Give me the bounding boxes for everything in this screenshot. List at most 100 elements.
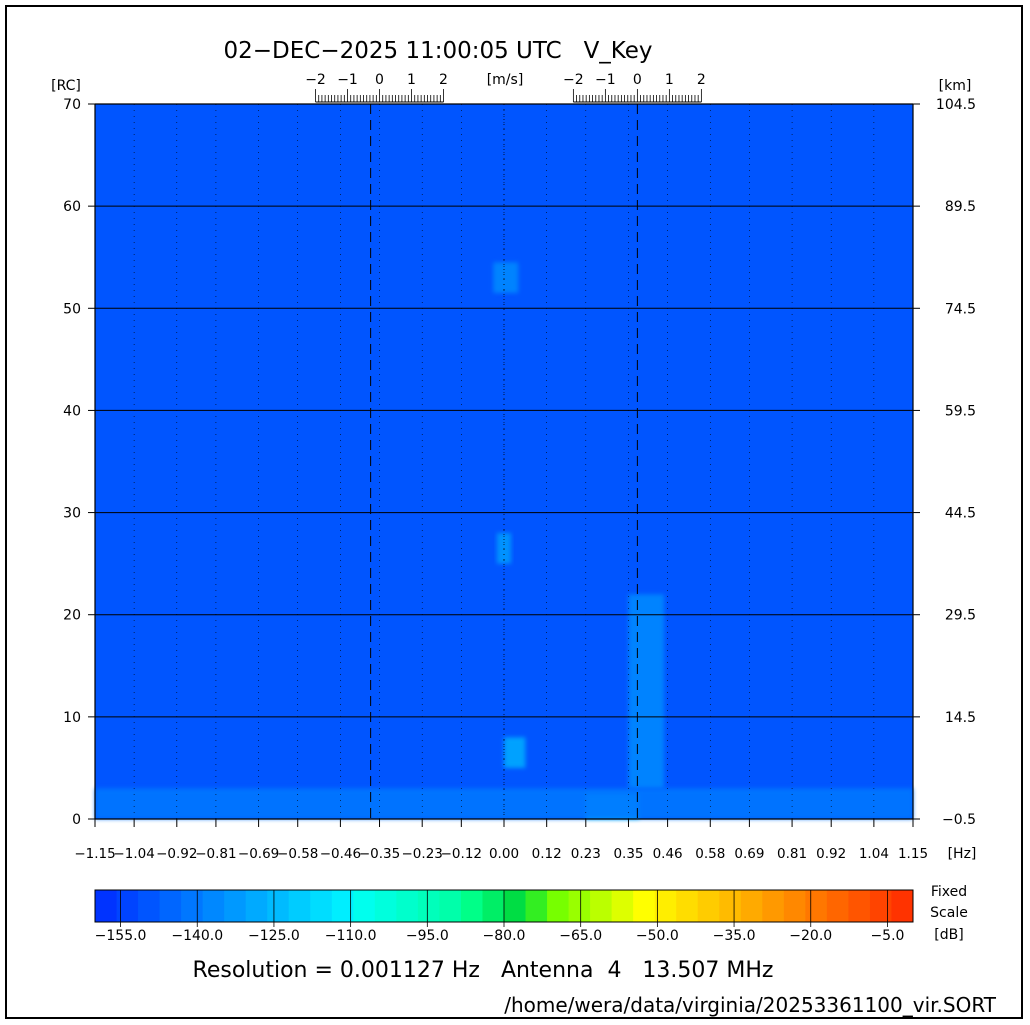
colorbar-cell	[654, 890, 677, 922]
signal-patch	[628, 594, 665, 789]
colorbar-cell	[353, 890, 376, 922]
colorbar-tick-label: −80.0	[483, 928, 526, 944]
y-tick-label-right: 59.5	[945, 403, 976, 419]
y-tick-label-right: 14.5	[945, 710, 976, 726]
y-tick-label-right: 74.5	[945, 301, 976, 317]
y-tick-label-left: 30	[63, 506, 81, 522]
colorbar-cell	[460, 890, 483, 922]
signal-patch	[95, 788, 913, 819]
x-tick-label: −0.35	[359, 846, 400, 862]
colorbar-cell	[826, 890, 849, 922]
x-tick-label: 0.81	[777, 846, 807, 862]
x-tick-label: −0.23	[402, 846, 443, 862]
x-tick-label: 0.00	[489, 846, 519, 862]
y-tick-label-right: 29.5	[945, 608, 976, 624]
colorbar-cell	[116, 890, 139, 922]
figure-frame	[5, 5, 1023, 1019]
colorbar-cell	[568, 890, 591, 922]
y-tick-label-left: 60	[63, 199, 81, 215]
colorbar-cell	[525, 890, 548, 922]
colorbar-cell	[547, 890, 570, 922]
signal-patch	[493, 262, 519, 293]
x-tick-label: 0.12	[532, 846, 562, 862]
y-tick-label-right: 44.5	[945, 506, 976, 522]
colorbar-tick-label: −155.0	[95, 928, 147, 944]
colorbar-tick-label: −35.0	[713, 928, 756, 944]
colorbar-cell	[202, 890, 225, 922]
y-tick-label-left: 40	[63, 403, 81, 419]
x-tick-label: −1.15	[74, 846, 115, 862]
x-tick-label: 0.69	[734, 846, 764, 862]
colorbar-cell	[374, 890, 397, 922]
colorbar-cell	[848, 890, 871, 922]
colorbar-cell	[676, 890, 699, 922]
colorbar-tick-label: −125.0	[248, 928, 300, 944]
colorbar-tick-label: −50.0	[636, 928, 679, 944]
colorbar-cell	[159, 890, 182, 922]
top-scale-label: 0	[633, 72, 642, 88]
x-tick-label: −0.92	[156, 846, 197, 862]
colorbar-tick-label: −65.0	[559, 928, 602, 944]
colorbar-cell	[740, 890, 763, 922]
colorbar-cell	[396, 890, 419, 922]
plot-background	[95, 104, 913, 819]
top-scale-label: −2	[563, 72, 584, 88]
x-tick-label: −0.58	[277, 846, 318, 862]
top-scale-label: −1	[337, 72, 358, 88]
colorbar-cell	[805, 890, 828, 922]
y-tick-label-right: 104.5	[936, 97, 976, 113]
colorbar-cell	[439, 890, 462, 922]
colorbar-cell	[138, 890, 161, 922]
colorbar-cell	[181, 890, 204, 922]
colorbar-cell	[590, 890, 613, 922]
y-unit-left: [RC]	[51, 78, 81, 94]
x-tick-label: 0.46	[653, 846, 683, 862]
colorbar-cell	[482, 890, 505, 922]
colorbar-label: Scale	[930, 905, 968, 921]
y-tick-label-right: −0.5	[942, 812, 976, 828]
colorbar-cell	[611, 890, 634, 922]
signal-patch	[504, 737, 526, 768]
colorbar-cell	[762, 890, 785, 922]
colorbar-unit: [dB]	[934, 927, 963, 943]
colorbar-cell	[869, 890, 892, 922]
x-tick-label: 0.58	[695, 846, 725, 862]
top-scale-label: 2	[697, 72, 706, 88]
top-scale-label: 0	[375, 72, 384, 88]
colorbar-tick-label: −110.0	[325, 928, 377, 944]
colorbar-tick-label: −5.0	[870, 928, 904, 944]
y-tick-label-left: 0	[72, 812, 81, 828]
colorbar-cell	[331, 890, 354, 922]
y-tick-label-left: 10	[63, 710, 81, 726]
colorbar-cell	[417, 890, 440, 922]
colorbar-tick-label: −20.0	[789, 928, 832, 944]
top-unit: [m/s]	[487, 72, 524, 88]
chart-title: 02−DEC−2025 11:00:05 UTC V_Key	[223, 38, 652, 64]
x-tick-label: 0.35	[613, 846, 643, 862]
colorbar-cell	[310, 890, 333, 922]
x-unit: [Hz]	[948, 846, 977, 862]
top-scale-label: −2	[305, 72, 326, 88]
x-tick-label: −1.04	[113, 846, 154, 862]
colorbar-label: Fixed	[931, 884, 967, 900]
top-scale-label: 2	[439, 72, 448, 88]
colorbar-cell	[267, 890, 290, 922]
x-tick-label: −0.46	[320, 846, 361, 862]
x-tick-label: 0.23	[571, 846, 601, 862]
colorbar-cell	[719, 890, 742, 922]
colorbar-cell	[891, 890, 914, 922]
colorbar-cell	[504, 890, 527, 922]
x-tick-label: −0.12	[441, 846, 482, 862]
colorbar-cell	[783, 890, 806, 922]
y-tick-label-left: 70	[63, 97, 81, 113]
x-tick-label: 1.15	[898, 846, 928, 862]
colorbar-cell	[95, 890, 118, 922]
y-tick-label-left: 50	[63, 301, 81, 317]
colorbar-tick-label: −95.0	[406, 928, 449, 944]
colorbar-cell	[633, 890, 656, 922]
colorbar-cell	[697, 890, 720, 922]
top-scale-label: 1	[407, 72, 416, 88]
y-tick-label-left: 20	[63, 608, 81, 624]
top-scale-label: 1	[665, 72, 674, 88]
